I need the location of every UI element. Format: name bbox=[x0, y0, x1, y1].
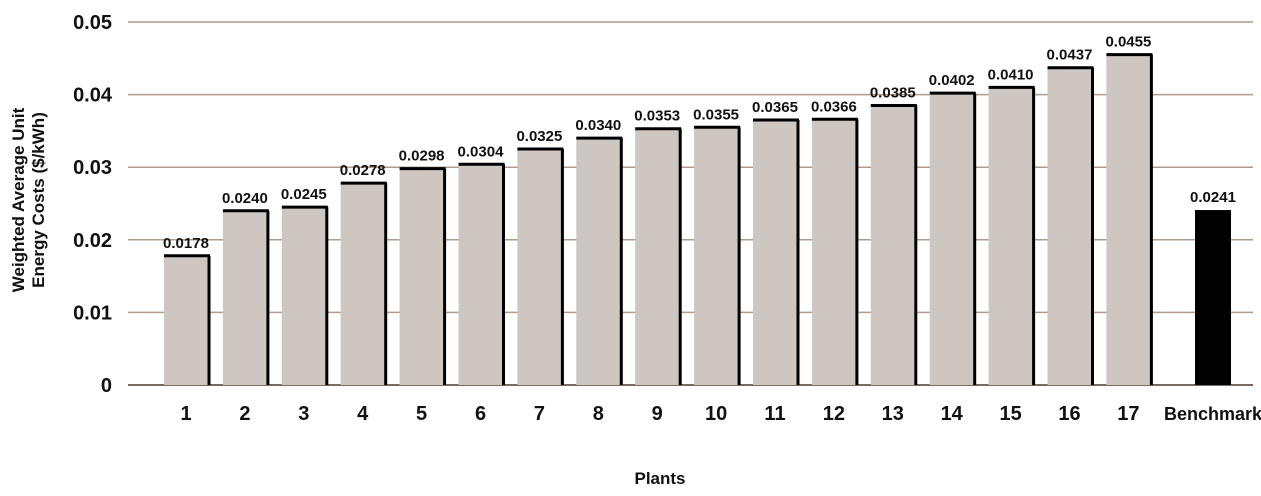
y-tick-label: 0 bbox=[101, 375, 112, 397]
data-label: 0.0278 bbox=[340, 162, 386, 179]
y-tick-label: 0.03 bbox=[73, 157, 112, 179]
y-axis-title-line-2: Energy Costs ($/kWh) bbox=[29, 112, 48, 288]
x-tick-label: 1 bbox=[180, 403, 191, 425]
data-label: 0.0402 bbox=[929, 72, 975, 89]
x-tick-label: 2 bbox=[239, 403, 250, 425]
bar-rect bbox=[281, 207, 326, 385]
y-tick-label: 0.02 bbox=[73, 230, 112, 252]
bar-rect bbox=[458, 164, 503, 385]
x-tick-label: 14 bbox=[941, 403, 964, 425]
bar-plant-7: 0.0325 bbox=[516, 128, 564, 385]
bar-plant-17: 0.0455 bbox=[1105, 34, 1153, 386]
data-label: 0.0240 bbox=[222, 190, 268, 207]
x-axis-title: Plants bbox=[634, 469, 685, 488]
bar-plant-8: 0.0340 bbox=[575, 117, 623, 385]
data-label: 0.0437 bbox=[1047, 47, 1093, 64]
bar-rect bbox=[694, 127, 739, 386]
bar-plant-14: 0.0402 bbox=[929, 72, 977, 385]
bar-rect bbox=[988, 87, 1033, 385]
x-tick-label: 8 bbox=[593, 403, 604, 425]
x-tick-label: 11 bbox=[764, 403, 785, 425]
y-axis: 0 0.01 0.02 0.03 0.04 0.05 bbox=[73, 12, 113, 397]
bar-rect bbox=[164, 255, 208, 385]
bar-plant-11: 0.0365 bbox=[752, 99, 800, 385]
x-tick-label: 5 bbox=[416, 403, 427, 425]
data-label: 0.0325 bbox=[516, 128, 562, 145]
data-label: 0.0410 bbox=[988, 66, 1034, 83]
x-tick-label: 10 bbox=[705, 403, 727, 425]
y-tick-label: 0.05 bbox=[73, 12, 112, 34]
data-label: 0.0366 bbox=[811, 98, 857, 115]
data-label: 0.0304 bbox=[458, 143, 505, 160]
x-tick-label: 13 bbox=[882, 403, 904, 425]
bar-rect bbox=[635, 128, 680, 386]
x-tick-label: 15 bbox=[999, 403, 1021, 425]
bar-rect bbox=[1195, 210, 1231, 385]
data-label: 0.0385 bbox=[870, 84, 916, 101]
bar-rect bbox=[222, 210, 267, 385]
data-label: 0.0178 bbox=[163, 235, 209, 252]
bar-plant-10: 0.0355 bbox=[693, 106, 741, 386]
bar-rect bbox=[399, 168, 444, 385]
data-label: 0.0245 bbox=[281, 186, 327, 203]
data-label: 0.0365 bbox=[752, 99, 798, 116]
x-tick-label: 16 bbox=[1058, 403, 1080, 425]
x-tick-label: 17 bbox=[1117, 403, 1139, 425]
bar-rect bbox=[340, 183, 385, 385]
x-tick-label: 4 bbox=[357, 403, 369, 425]
bar-plant-9: 0.0353 bbox=[634, 108, 682, 386]
bar-plant-6: 0.0304 bbox=[458, 143, 505, 385]
bar-rect bbox=[1047, 67, 1092, 385]
bar-plant-16: 0.0437 bbox=[1047, 47, 1094, 385]
bar-rect bbox=[576, 138, 621, 385]
x-tick-label: 7 bbox=[534, 403, 545, 425]
x-tick-label: 12 bbox=[823, 403, 845, 425]
bar-plant-5: 0.0298 bbox=[399, 148, 447, 385]
data-label: 0.0355 bbox=[693, 106, 739, 123]
bar-plant-15: 0.0410 bbox=[988, 66, 1036, 385]
bar-plant-3: 0.0245 bbox=[281, 186, 329, 385]
data-label: 0.0241 bbox=[1190, 189, 1236, 206]
data-label: 0.0298 bbox=[399, 148, 445, 165]
bar-plant-12: 0.0366 bbox=[811, 98, 859, 385]
bar-rect bbox=[929, 93, 974, 385]
bar-plant-1: 0.0178 bbox=[163, 235, 211, 385]
bar-rect bbox=[1106, 54, 1151, 386]
bar-rect bbox=[517, 149, 562, 385]
data-label: 0.0455 bbox=[1105, 34, 1151, 51]
x-axis: 1 2 3 4 5 6 7 8 9 10 11 12 13 14 15 16 17 Benchmark bbox=[180, 403, 1261, 425]
y-tick-label: 0.01 bbox=[73, 302, 112, 324]
data-label: 0.0353 bbox=[634, 108, 680, 125]
y-axis-title-line-1: Weighted Average Unit bbox=[9, 107, 28, 292]
bar-rect bbox=[753, 120, 797, 385]
x-tick-label: 9 bbox=[652, 403, 663, 425]
x-tick-label: 6 bbox=[475, 403, 486, 425]
data-label: 0.0340 bbox=[575, 117, 621, 134]
bar-plant-4: 0.0278 bbox=[340, 162, 388, 385]
y-tick-label: 0.04 bbox=[73, 85, 113, 107]
x-tick-label: Benchmark bbox=[1164, 404, 1261, 424]
bar-benchmark: 0.0241 bbox=[1190, 189, 1236, 385]
bar-rect bbox=[811, 119, 856, 385]
bar-plant-13: 0.0385 bbox=[870, 84, 918, 386]
bar-plant-2: 0.0240 bbox=[222, 190, 270, 385]
x-tick-label: 3 bbox=[298, 403, 309, 425]
bar-rect bbox=[870, 105, 915, 386]
bars: 0.0178 0.0240 0.0245 0.0278 0.0298 0.0304 0.03… bbox=[163, 34, 1236, 386]
y-axis-title: Weighted Average Unit Energy Costs ($/kW… bbox=[9, 107, 48, 292]
